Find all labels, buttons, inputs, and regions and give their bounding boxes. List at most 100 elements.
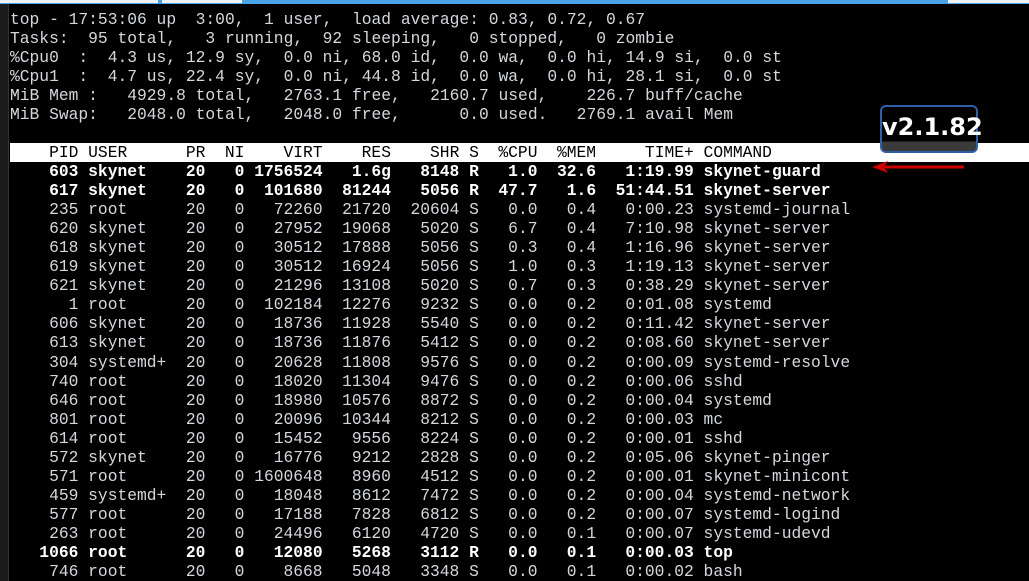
cell-ni: 0 xyxy=(234,333,245,353)
cell-cpu: 1.0 xyxy=(508,162,538,182)
process-row[interactable]: 746 root 20 0 8668 5048 3348 S 0.0 0.1 0:00.02 bash xyxy=(10,562,1029,581)
cell-mem: 0.4 xyxy=(566,219,597,239)
cell-user: skynet xyxy=(88,314,147,334)
cell-cmd: sshd xyxy=(703,371,743,391)
cell-s: S xyxy=(469,238,479,258)
tab-strip-segment xyxy=(162,0,242,3)
cell-mem: 0.2 xyxy=(566,352,597,372)
cell-pr: 20 xyxy=(185,352,206,372)
cell-cmd: systemd-udevd xyxy=(703,523,831,543)
cell-cpu: 6.7 xyxy=(508,219,538,239)
process-row[interactable]: 1 root 20 0 102184 12276 9232 S 0.0 0.2 0:01.08 sys… xyxy=(10,295,1029,314)
process-row[interactable]: 740 root 20 0 18020 11304 9476 S 0.0 0.2 0:00.06 ss… xyxy=(10,372,1029,391)
cell-pid: 459 xyxy=(49,485,79,505)
process-row[interactable]: 621 skynet 20 0 21296 13108 5020 S 0.7 0.3 0:38.29… xyxy=(10,276,1029,295)
cell-pr: 20 xyxy=(185,257,206,277)
cell-pid: 235 xyxy=(49,200,79,220)
process-row[interactable]: 646 root 20 0 18980 10576 8872 S 0.0 0.2 0:00.04 sy… xyxy=(10,391,1029,410)
summary-uptime: top - 17:53:06 up 3:00, 1 user, load ave… xyxy=(10,10,646,29)
cell-cmd: skynet-minicont xyxy=(703,466,851,486)
cell-pid: 614 xyxy=(49,428,79,448)
process-row[interactable]: 617 skynet 20 0 101680 81244 5056 R 47.7 1.6 51:44… xyxy=(10,181,1029,200)
cell-shr: 9576 xyxy=(420,352,460,372)
cell-virt: 15452 xyxy=(273,428,323,448)
process-row[interactable]: 603 skynet 20 0 1756524 1.6g 8148 R 1.0 32.6 1:19.… xyxy=(10,162,1029,181)
cell-cpu: 0.0 xyxy=(508,542,538,562)
process-row[interactable]: 572 skynet 20 0 16776 9212 2828 S 0.0 0.2 0:05.06 s… xyxy=(10,448,1029,467)
cell-s: S xyxy=(469,447,479,467)
process-row[interactable]: 459 systemd+ 20 0 18048 8612 7472 S 0.0 0.2 0:00.0… xyxy=(10,486,1029,505)
cell-s: S xyxy=(469,257,479,277)
cell-virt: 21296 xyxy=(273,276,323,296)
cell-shr: 3112 xyxy=(420,542,460,562)
process-row[interactable]: 263 root 20 0 24496 6120 4720 S 0.0 0.1 0:00.07 sys… xyxy=(10,524,1029,543)
cell-cpu: 0.0 xyxy=(508,428,538,448)
process-row[interactable]: 801 root 20 0 20096 10344 8212 S 0.0 0.2 0:00.03 mc xyxy=(10,410,1029,429)
cell-pid: 1066 xyxy=(39,542,79,562)
cell-s: S xyxy=(469,523,479,543)
cell-cmd: sshd xyxy=(703,428,743,448)
cell-shr: 6812 xyxy=(420,504,460,524)
cell-ni: 0 xyxy=(234,562,245,581)
cell-cmd: skynet-pinger xyxy=(703,447,831,467)
summary-tasks: Tasks: 95 total, 3 running, 92 sleeping,… xyxy=(10,29,675,48)
cell-user: root xyxy=(88,523,128,543)
cell-user: root xyxy=(88,371,128,391)
cell-s: R xyxy=(469,181,479,201)
cell-res: 11928 xyxy=(342,314,391,334)
cell-mem: 0.3 xyxy=(566,257,597,277)
cell-res: 8612 xyxy=(351,485,391,505)
cell-s: R xyxy=(469,542,479,562)
cell-mem: 0.3 xyxy=(566,276,597,296)
cell-mem: 0.2 xyxy=(566,504,597,524)
cell-pid: 646 xyxy=(49,390,79,410)
process-row[interactable]: 577 root 20 0 17188 7828 6812 S 0.0 0.2 0:00.07 sys… xyxy=(10,505,1029,524)
cell-ni: 0 xyxy=(234,523,245,543)
cell-cpu: 0.0 xyxy=(508,352,538,372)
cell-cmd: systemd xyxy=(703,295,772,315)
process-row[interactable]: 620 skynet 20 0 27952 19068 5020 S 6.7 0.4 7:10.98… xyxy=(10,219,1029,238)
cell-cpu: 0.3 xyxy=(508,238,538,258)
cell-cpu: 0.0 xyxy=(508,485,538,505)
cell-time: 1:19.99 xyxy=(625,162,694,182)
process-row[interactable]: 304 systemd+ 20 0 20628 11808 9576 S 0.0 0.2 0:00.… xyxy=(10,353,1029,372)
cell-cmd: mc xyxy=(703,409,724,429)
column-header-time: TIME+ xyxy=(644,143,694,162)
cell-res: 5048 xyxy=(351,562,391,581)
cell-cpu: 0.0 xyxy=(508,390,538,410)
process-row[interactable]: 1066 root 20 0 12080 5268 3112 R 0.0 0.1 0:00.03 to… xyxy=(10,543,1029,562)
cell-time: 0:00.09 xyxy=(625,352,694,372)
summary-swap: MiB Swap: 2048.0 total, 2048.0 free, 0.0… xyxy=(10,105,734,124)
cell-shr: 5412 xyxy=(420,333,460,353)
process-row[interactable]: 571 root 20 0 1600648 8960 4512 S 0.0 0.2 0:00.01 s… xyxy=(10,467,1029,486)
cell-s: S xyxy=(469,314,479,334)
cell-pr: 20 xyxy=(185,219,206,239)
cell-s: S xyxy=(469,390,479,410)
process-row[interactable]: 619 skynet 20 0 30512 16924 5056 S 1.0 0.3 1:19.13… xyxy=(10,257,1029,276)
cell-s: S xyxy=(469,409,479,429)
cell-shr: 8148 xyxy=(420,162,460,182)
cell-ni: 0 xyxy=(234,542,245,562)
cell-res: 11876 xyxy=(342,333,391,353)
cell-pr: 20 xyxy=(185,466,206,486)
terminal[interactable]: top - 17:53:06 up 3:00, 1 user, load ave… xyxy=(10,10,1029,581)
process-row[interactable]: 618 skynet 20 0 30512 17888 5056 S 0.3 0.4 1:16.96… xyxy=(10,238,1029,257)
cell-s: S xyxy=(469,562,479,581)
process-row[interactable]: 235 root 20 0 72260 21720 20604 S 0.0 0.4 0:00.23 s… xyxy=(10,200,1029,219)
process-row[interactable]: 606 skynet 20 0 18736 11928 5540 S 0.0 0.2 0:11.42… xyxy=(10,314,1029,333)
cell-cmd: systemd-network xyxy=(703,485,851,505)
cell-shr: 8872 xyxy=(420,390,460,410)
cell-cmd: systemd-resolve xyxy=(703,352,851,372)
cell-cmd: skynet-server xyxy=(703,276,831,296)
cell-pr: 20 xyxy=(185,333,206,353)
process-row[interactable]: 614 root 20 0 15452 9556 8224 S 0.0 0.2 0:00.01 ssh… xyxy=(10,429,1029,448)
cell-res: 81244 xyxy=(342,181,391,201)
cell-virt: 20096 xyxy=(273,409,323,429)
cell-user: skynet xyxy=(88,219,147,239)
cell-virt: 18020 xyxy=(273,371,323,391)
cell-pr: 20 xyxy=(185,238,206,258)
cell-user: root xyxy=(88,409,128,429)
process-row[interactable]: 613 skynet 20 0 18736 11876 5412 S 0.0 0.2 0:08.60… xyxy=(10,333,1029,352)
cell-mem: 0.2 xyxy=(566,314,597,334)
cell-shr: 8224 xyxy=(420,428,460,448)
